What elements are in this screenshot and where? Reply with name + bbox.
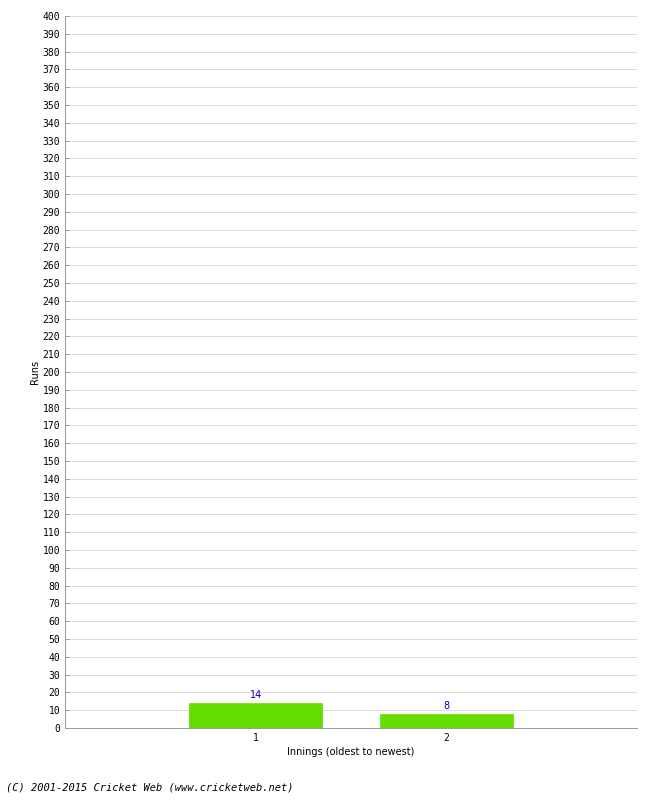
Text: 14: 14 xyxy=(250,690,262,701)
Bar xyxy=(380,714,513,728)
X-axis label: Innings (oldest to newest): Innings (oldest to newest) xyxy=(287,747,415,757)
Text: 8: 8 xyxy=(443,701,449,711)
Y-axis label: Runs: Runs xyxy=(30,360,40,384)
Bar xyxy=(189,703,322,728)
Text: (C) 2001-2015 Cricket Web (www.cricketweb.net): (C) 2001-2015 Cricket Web (www.cricketwe… xyxy=(6,782,294,792)
